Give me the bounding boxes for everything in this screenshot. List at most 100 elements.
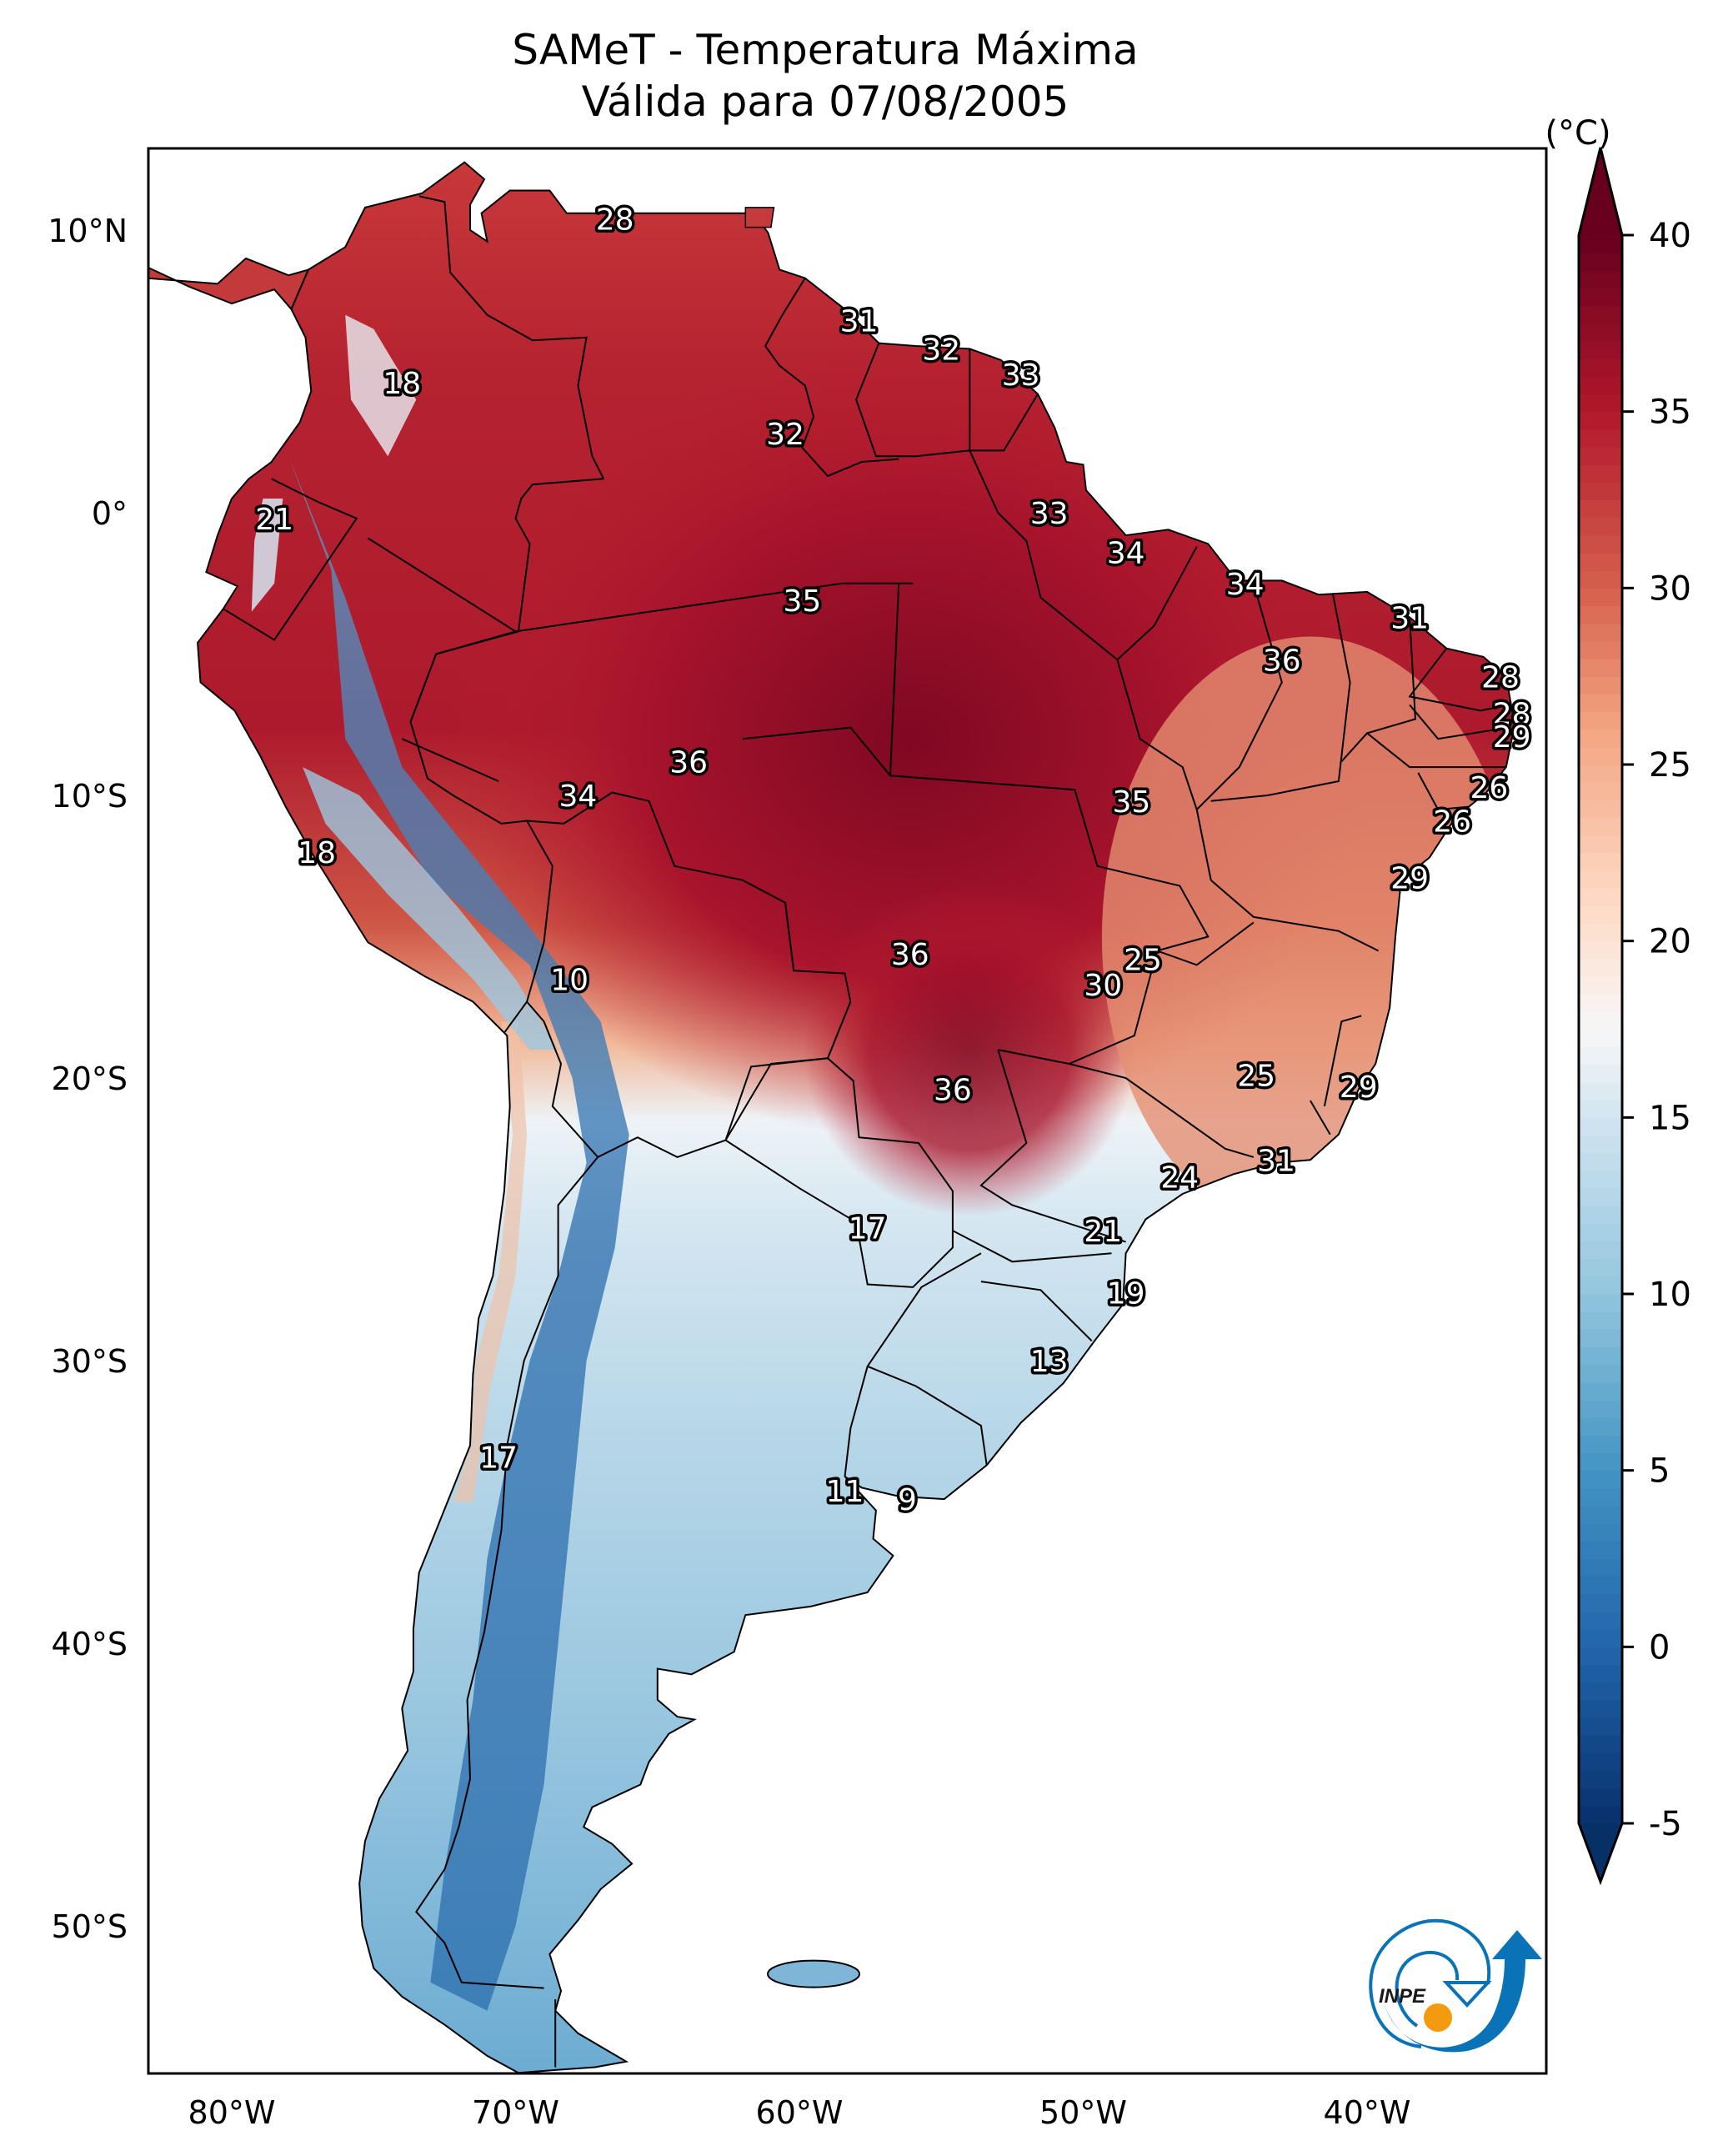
colorbar-tick-label: 10 — [1649, 1276, 1691, 1314]
chart-subtitle: Válida para 07/08/2005 — [581, 78, 1069, 126]
x-axis-ticks: 80°W 70°W 60°W 50°W 40°W — [188, 2094, 1411, 2131]
colorbar-tick-label: 5 — [1649, 1452, 1670, 1491]
x-tick-label: 40°W — [1324, 2094, 1411, 2131]
colorbar-band — [1579, 1470, 1622, 1489]
colorbar-band — [1579, 1647, 1622, 1666]
y-tick-label: 40°S — [52, 1626, 128, 1662]
hot-core-pantanal — [803, 883, 1137, 1217]
andes-cold-band — [288, 456, 629, 2011]
station-value-label: 25 — [1237, 1060, 1275, 1094]
colorbar-band — [1579, 1135, 1622, 1154]
border-line — [1156, 921, 1255, 966]
station-value-label: 29 — [1493, 720, 1531, 755]
colorbar-band — [1579, 746, 1622, 765]
x-tick-label: 80°W — [188, 2094, 276, 2131]
station-value-label: 34 — [1226, 568, 1265, 602]
border-line — [415, 1156, 599, 1989]
colorbar-band — [1579, 376, 1622, 395]
colorbar-band — [1579, 570, 1622, 589]
falkland-islands — [767, 1959, 861, 1988]
colorbar-band — [1579, 1188, 1622, 1206]
station-value-label: 21 — [1084, 1215, 1122, 1249]
border-line — [979, 1049, 1126, 1243]
station-value-label: 33 — [1030, 497, 1069, 531]
colorbar-band — [1579, 1576, 1622, 1595]
colorbar-band — [1579, 1082, 1622, 1101]
colorbar-band — [1579, 729, 1622, 748]
border-line — [525, 791, 852, 1159]
colorbar-band — [1579, 1258, 1622, 1277]
colorbar-tick-label: 15 — [1649, 1099, 1691, 1137]
border-line — [1069, 1063, 1255, 1158]
colorbar-tick-label: 30 — [1649, 569, 1691, 608]
border-line — [401, 738, 499, 782]
colorbar-band — [1579, 1152, 1622, 1171]
colorbar-band — [1579, 499, 1622, 519]
logo-inner-arrow-icon — [1395, 1950, 1460, 2028]
border-line — [1340, 617, 1416, 762]
colorbar-band — [1579, 1699, 1622, 1718]
colorbar-band — [1579, 800, 1622, 819]
station-value-label: 13 — [1030, 1345, 1069, 1379]
station-value-label: 36 — [934, 1074, 972, 1108]
colorbar-band — [1579, 782, 1622, 800]
station-value-label: 32 — [766, 418, 804, 452]
colorbar-band — [1579, 1664, 1622, 1683]
colorbar-band — [1579, 1682, 1622, 1701]
x-tick-label: 50°W — [1039, 2094, 1127, 2131]
colorbar-band — [1579, 694, 1622, 713]
colorbar-band — [1579, 940, 1622, 960]
colorbar-band — [1579, 835, 1622, 854]
colorbar-band — [1579, 341, 1622, 359]
colorbar-band — [1579, 1011, 1622, 1030]
station-value-label: 34 — [1107, 537, 1145, 571]
logo-swoosh-arrow-icon — [1384, 1930, 1542, 2053]
colorbar-band — [1579, 1223, 1622, 1242]
border-line — [1210, 594, 1351, 802]
station-value-label: 31 — [1390, 601, 1429, 635]
colorbar-band — [1579, 623, 1622, 642]
border-line — [1366, 732, 1506, 769]
y-axis-ticks: 10°N 0° 10°S 20°S 30°S 40°S 50°S — [48, 213, 128, 1945]
peru-altiplano — [303, 767, 558, 1050]
colorbar-band — [1579, 1029, 1622, 1048]
colorbar-band — [1579, 1364, 1622, 1383]
colombian-andes — [345, 314, 417, 457]
border-line — [1408, 648, 1510, 712]
colorbar-band — [1579, 1717, 1622, 1736]
colorbar-band — [1579, 1064, 1622, 1083]
border-line — [742, 726, 1210, 1065]
border-line — [764, 278, 899, 478]
colorbar-band — [1579, 1593, 1622, 1612]
trinidad-island — [744, 207, 775, 228]
colorbar-band — [1579, 253, 1622, 271]
colorbar-band — [1579, 358, 1622, 377]
border-line — [418, 195, 604, 479]
y-tick-label: 10°S — [52, 778, 128, 815]
colorbar-band — [1579, 1046, 1622, 1065]
colorbar-band — [1579, 1346, 1622, 1366]
x-tick-label: 70°W — [472, 2094, 559, 2131]
border-line — [1417, 772, 1470, 811]
colorbar-band — [1579, 711, 1622, 730]
station-value-label: 17 — [849, 1212, 887, 1246]
colorbar-band — [1579, 1805, 1622, 1824]
colorbar-band — [1579, 429, 1622, 448]
y-tick-label: 0° — [92, 495, 128, 532]
station-value-label: 25 — [1124, 944, 1162, 978]
border-line — [855, 343, 971, 458]
colorbar-band — [1579, 1206, 1622, 1224]
colorbar-band — [1579, 923, 1622, 942]
station-value-label: 9 — [898, 1483, 917, 1517]
y-tick-label: 20°S — [52, 1060, 128, 1097]
colorbar-band — [1579, 1311, 1622, 1330]
y-tick-label: 30°S — [52, 1343, 128, 1380]
border-line — [1195, 583, 1283, 810]
border-line — [1116, 546, 1198, 661]
border-line — [969, 394, 1039, 452]
colorbar-band — [1579, 553, 1622, 571]
colorbar-extend-max — [1579, 148, 1622, 235]
